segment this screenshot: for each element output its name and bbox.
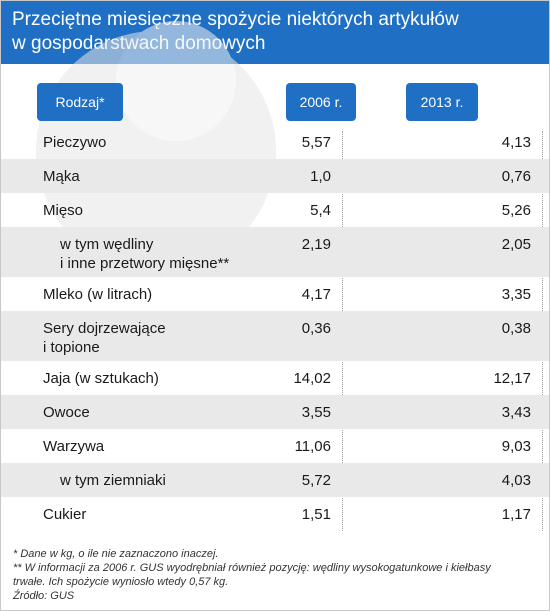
column-header-rodzaj: Rodzaj*	[37, 83, 123, 121]
value-2006: 11,06	[294, 438, 331, 455]
table-row: w tym ziemniaki 5,72 4,03	[1, 463, 549, 497]
value-2013: 3,43	[501, 404, 531, 421]
table-row: w tym wędliny i inne przetwory mięsne** 2,…	[1, 227, 549, 277]
value-2013: 5,26	[501, 202, 531, 219]
row-label: Owoce	[43, 403, 90, 422]
row-label-line: Owoce	[43, 404, 90, 421]
column-header-2006: 2006 r.	[286, 83, 356, 121]
row-label-line: Sery dojrzewające	[43, 320, 166, 337]
row-label: w tym ziemniaki	[60, 471, 166, 490]
value-2013: 9,03	[501, 438, 531, 455]
value-2013: 3,35	[501, 286, 531, 303]
value-2013: 4,13	[501, 134, 531, 151]
table-row: Jaja (w sztukach) 14,02 12,17	[1, 361, 549, 395]
source-note: Źródło: GUS	[13, 590, 75, 602]
row-label-line: Mleko (w litrach)	[43, 286, 153, 303]
value-2013: 2,05	[501, 236, 531, 253]
value-2006: 5,57	[301, 134, 331, 151]
row-label: Mleko (w litrach)	[43, 285, 152, 304]
value-2013: 1,17	[501, 506, 531, 523]
row-label: Pieczywo	[43, 133, 106, 152]
row-label: Jaja (w sztukach)	[43, 369, 159, 388]
table-row: Mleko (w litrach) 4,17 3,35	[1, 277, 549, 311]
value-2013: 0,76	[501, 168, 531, 185]
footnotes: * Dane w kg, o ile nie zaznaczono inacze…	[13, 547, 543, 603]
row-label-line: w tym ziemniaki	[60, 472, 166, 489]
footnote-3: trwałe. Ich spożycie wyniosło wtedy 0,57…	[13, 576, 229, 588]
row-label-line: i inne przetwory mięsne**	[60, 255, 230, 272]
row-label-line: w tym wędliny	[60, 236, 154, 253]
row-label-line: Cukier	[43, 506, 87, 523]
value-2006: 1,0	[310, 168, 331, 185]
table-row: Owoce 3,55 3,43	[1, 395, 549, 429]
value-2006: 1,51	[301, 506, 331, 523]
row-label: Cukier	[43, 505, 86, 524]
table-row: Mąka 1,0 0,76	[1, 159, 549, 193]
value-2013: 12,17	[493, 370, 531, 387]
column-header-2013: 2013 r.	[406, 83, 478, 121]
value-2006: 2,19	[301, 236, 331, 253]
value-2006: 14,02	[293, 370, 331, 387]
value-2006: 5,4	[310, 202, 331, 219]
value-2006: 0,36	[301, 320, 331, 337]
row-label-line: Mięso	[43, 202, 84, 219]
chart-title: Przeciętne miesięczne spożycie niektóryc…	[12, 8, 459, 56]
table-row: Warzywa 11,06 9,03	[1, 429, 549, 463]
title-line-2: w gospodarstwach domowych	[12, 33, 265, 54]
row-label: Mięso	[43, 201, 83, 220]
value-2006: 5,72	[301, 472, 331, 489]
row-label-line: Warzywa	[43, 438, 105, 455]
value-2006: 3,55	[301, 404, 331, 421]
table-row: Mięso 5,4 5,26	[1, 193, 549, 227]
table-row: Cukier 1,51 1,17	[1, 497, 549, 531]
footnote-1: * Dane w kg, o ile nie zaznaczono inacze…	[13, 548, 219, 560]
row-label: Mąka	[43, 167, 80, 186]
table-row: Sery dojrzewające i topione 0,36 0,38	[1, 311, 549, 361]
row-label: Sery dojrzewające i topione	[43, 319, 166, 357]
value-2006: 4,17	[301, 286, 331, 303]
row-label: w tym wędliny i inne przetwory mięsne**	[60, 235, 229, 273]
row-label: Warzywa	[43, 437, 104, 456]
value-2013: 0,38	[501, 320, 531, 337]
footnote-2: ** W informacji za 2006 r. GUS wyodrębni…	[13, 562, 491, 574]
table-row: Pieczywo 5,57 4,13	[1, 125, 549, 159]
row-label-line: Pieczywo	[43, 134, 107, 151]
value-2013: 4,03	[501, 472, 531, 489]
row-label-line: Jaja (w sztukach)	[43, 370, 159, 387]
title-line-1: Przeciętne miesięczne spożycie niektóryc…	[12, 9, 459, 30]
row-label-line: Mąka	[43, 168, 80, 185]
row-label-line: i topione	[43, 339, 100, 356]
